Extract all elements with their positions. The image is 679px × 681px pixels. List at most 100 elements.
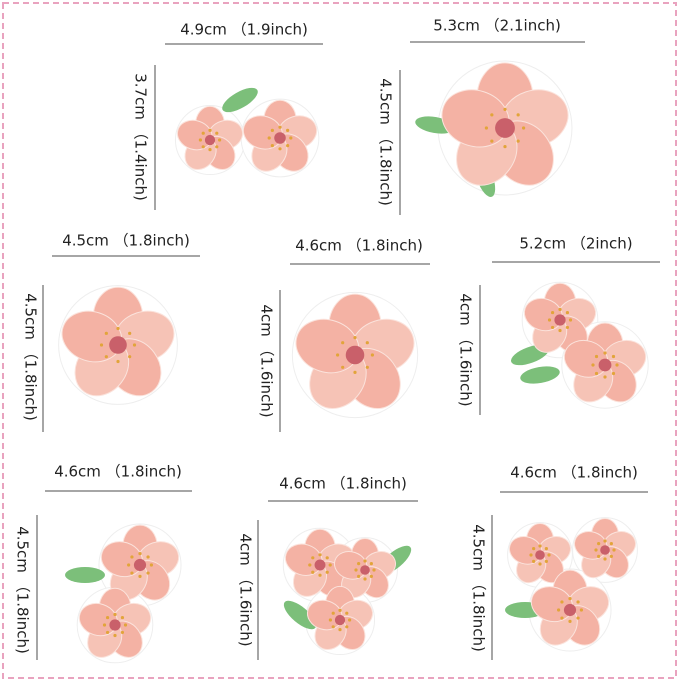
stamen xyxy=(532,559,536,563)
stamen xyxy=(99,343,104,347)
stamen xyxy=(594,371,599,376)
stamen xyxy=(104,355,108,359)
flower-center xyxy=(535,550,545,560)
stamen xyxy=(609,554,613,558)
stamen xyxy=(325,570,329,574)
stamen xyxy=(560,600,564,604)
stamen xyxy=(130,571,134,575)
stamen xyxy=(286,128,290,132)
flower-center xyxy=(133,558,147,572)
stamen xyxy=(102,623,107,627)
stamen xyxy=(341,341,345,345)
stamen xyxy=(208,128,212,132)
stamen xyxy=(105,630,110,635)
stamen xyxy=(565,325,570,330)
flower-center xyxy=(563,603,577,617)
stamen xyxy=(603,557,607,561)
stamen xyxy=(270,144,274,148)
stamen xyxy=(208,148,212,152)
stamen xyxy=(544,559,548,563)
stamen xyxy=(560,616,564,620)
flower-center xyxy=(360,565,370,575)
stamen xyxy=(490,139,494,143)
stamen xyxy=(198,138,202,142)
width-label: 4.5cm （1.8inch) xyxy=(62,232,190,250)
stamen xyxy=(113,633,117,638)
flower-center xyxy=(109,619,121,631)
stamen xyxy=(579,608,584,612)
stamen xyxy=(325,556,329,560)
leaf xyxy=(222,87,258,113)
stamen xyxy=(354,568,358,572)
stamen xyxy=(215,145,219,149)
width-label: 5.3cm （2.1inch) xyxy=(433,17,561,35)
stamen xyxy=(278,125,282,129)
stamen xyxy=(547,553,551,557)
stamen xyxy=(341,365,345,369)
stamen xyxy=(130,555,134,559)
stamen xyxy=(538,544,542,548)
stamen xyxy=(544,547,548,551)
stamen xyxy=(116,326,120,331)
flower-center xyxy=(109,336,127,354)
flower-center xyxy=(600,545,610,555)
stamen xyxy=(547,318,552,322)
height-label: 4.5cm （1.8inch) xyxy=(377,78,395,206)
stamen xyxy=(116,359,120,364)
stamen xyxy=(365,341,369,345)
stamen xyxy=(318,553,322,557)
stamen xyxy=(594,548,598,552)
stamen xyxy=(558,307,562,312)
stamen xyxy=(105,615,110,620)
stamen xyxy=(603,375,607,379)
stamen xyxy=(338,608,342,613)
stamen xyxy=(550,325,555,330)
stamen xyxy=(328,563,332,567)
flower-center xyxy=(598,358,612,372)
stamen xyxy=(311,570,315,574)
stamen xyxy=(568,619,572,624)
width-label: 4.6cm （1.8inch) xyxy=(54,463,182,481)
stamen xyxy=(538,562,542,566)
stamen xyxy=(532,547,536,551)
stamen xyxy=(104,331,108,335)
stamen xyxy=(338,628,342,632)
height-label: 4cm （1.6inch) xyxy=(457,293,475,406)
stamen xyxy=(516,139,520,143)
stamen xyxy=(201,145,205,149)
stamen xyxy=(128,331,132,335)
flower-center xyxy=(204,134,216,146)
stamen xyxy=(576,600,580,604)
flower-center xyxy=(274,132,286,144)
stamen xyxy=(311,556,315,560)
sticker xyxy=(505,517,638,652)
width-label: 5.2cm （2inch) xyxy=(519,235,632,253)
stamen xyxy=(123,623,128,627)
stamen xyxy=(568,597,572,601)
leaf xyxy=(65,567,105,583)
height-label: 4.5cm （1.8inch) xyxy=(22,293,40,421)
stamen xyxy=(218,138,222,142)
stamen xyxy=(370,353,374,357)
stamen xyxy=(270,128,274,132)
stamen xyxy=(331,625,335,629)
leaf xyxy=(283,600,317,630)
stamen xyxy=(345,611,349,615)
sticker xyxy=(65,523,182,664)
stamen xyxy=(278,147,282,151)
stamen xyxy=(365,365,369,369)
stamen xyxy=(267,136,271,140)
stamen xyxy=(318,573,322,577)
stamen xyxy=(372,568,376,572)
sticker xyxy=(511,281,649,409)
stamen xyxy=(603,351,607,355)
height-label: 4cm （1.6inch) xyxy=(237,533,255,646)
stamen xyxy=(611,354,616,359)
stamen xyxy=(345,625,349,629)
stamen xyxy=(348,618,352,622)
stamen xyxy=(127,563,131,567)
stamen xyxy=(503,107,507,111)
stamen xyxy=(138,552,142,556)
stamen xyxy=(363,577,367,581)
stamen xyxy=(149,563,153,567)
